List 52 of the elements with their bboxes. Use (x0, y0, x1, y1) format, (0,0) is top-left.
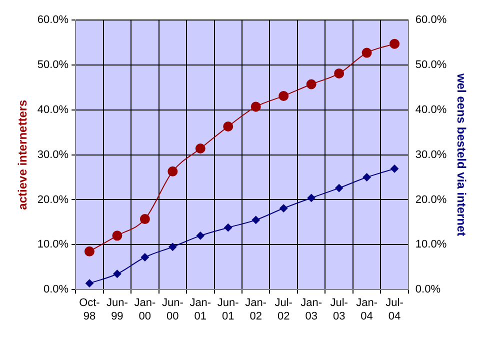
point (334, 68, 344, 78)
point (168, 166, 178, 176)
y-axis-title: actieve internetters (16, 99, 30, 210)
y2-tick-label: 40.0% (415, 104, 447, 116)
y2-tick-label: 20.0% (415, 194, 447, 206)
y-tick-label: 20.0% (37, 194, 69, 206)
point (335, 184, 344, 192)
point (250, 102, 261, 112)
point (280, 204, 288, 212)
point (113, 270, 122, 278)
point (390, 164, 399, 173)
y2-axis-title: wel eens besteld via internet (454, 72, 468, 236)
y-tick-label: 50.0% (37, 58, 69, 71)
point (140, 253, 149, 262)
point (390, 38, 400, 49)
x-tick-label: Jul-04 (386, 297, 404, 322)
y-tick-label: 60.0% (37, 14, 69, 26)
point (140, 214, 150, 224)
y2-tick-label: 30.0% (415, 148, 447, 161)
y2-tick-label: 50.0% (415, 58, 447, 71)
y-tick-label: 40.0% (37, 104, 69, 116)
point (362, 48, 372, 58)
x-tick-label: Jan-01 (190, 297, 212, 322)
x-tick-label: Oct-98 (79, 297, 100, 322)
y2-tick-label: 10.0% (415, 238, 447, 251)
point (85, 279, 94, 288)
y2-tick-label: 60.0% (415, 14, 447, 26)
point (168, 242, 177, 251)
point (196, 232, 204, 240)
x-tick-label: Jan-03 (300, 297, 322, 322)
x-tick-label: Jun-01 (217, 297, 240, 322)
x-tick-label: Jul-02 (274, 297, 293, 322)
point (362, 173, 371, 182)
point (278, 90, 289, 101)
x-tick-label: Jan-04 (356, 297, 378, 322)
x-tick-label: Jun-00 (162, 297, 184, 322)
point (224, 224, 232, 232)
point (84, 246, 94, 256)
x-tick-label: Jul-03 (330, 297, 348, 322)
point (223, 121, 234, 132)
y-tick-label: 10.0% (37, 238, 69, 251)
y-tick-label: 30.0% (37, 148, 69, 161)
point (195, 144, 206, 154)
x-tick-label: Jan-00 (134, 297, 156, 322)
point (307, 194, 316, 202)
x-tick-label: Jan-02 (245, 297, 267, 322)
x-tick-label: Jun-99 (106, 297, 128, 322)
y2-tick-label: 0.0% (415, 284, 441, 296)
point (306, 79, 316, 90)
point (252, 216, 260, 224)
y-tick-label: 0.0% (44, 284, 69, 296)
point (112, 230, 122, 241)
